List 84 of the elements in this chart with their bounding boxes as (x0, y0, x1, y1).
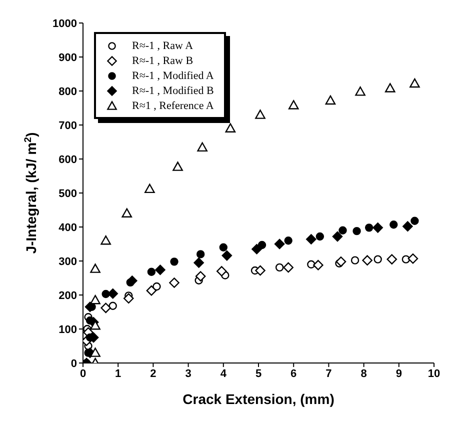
point (283, 262, 294, 273)
y-tick-label: 400 (58, 222, 77, 234)
point (255, 110, 266, 119)
x-tick-label: 8 (360, 368, 367, 380)
point (196, 250, 205, 258)
point (284, 236, 292, 245)
y-tick-label: 500 (58, 188, 77, 200)
point (90, 294, 100, 304)
x-axis-title: Crack Extension, (mm) (182, 391, 334, 407)
point (384, 83, 396, 92)
point (100, 235, 111, 245)
point (355, 86, 366, 96)
x-tick-label: 1 (115, 368, 122, 380)
point (126, 276, 138, 286)
point (288, 100, 299, 110)
point (122, 208, 132, 218)
point (219, 243, 228, 252)
y-tick-label: 900 (58, 52, 77, 64)
point (255, 265, 266, 276)
x-tick-label: 0 (80, 368, 86, 380)
x-tick-label: 3 (185, 368, 192, 380)
point (222, 250, 232, 261)
point (152, 282, 161, 291)
point (364, 224, 374, 232)
point (408, 253, 418, 264)
point (169, 278, 180, 288)
point (350, 256, 360, 264)
legend-label: R≈-1 , Raw B (132, 54, 194, 66)
point (195, 271, 206, 282)
point (362, 255, 372, 266)
point (307, 260, 316, 268)
point (410, 78, 420, 88)
point (146, 285, 157, 296)
point (252, 244, 262, 254)
legend-label: R≈-1 , Raw A (132, 40, 194, 52)
point (170, 258, 178, 266)
point (108, 288, 118, 299)
point (108, 302, 117, 310)
y-tick-label: 200 (58, 290, 77, 302)
point (216, 266, 227, 276)
point (197, 142, 208, 152)
point (313, 260, 324, 270)
point (155, 264, 166, 275)
y-tick-label: 300 (58, 256, 77, 268)
point (316, 232, 324, 241)
x-tick-label: 7 (326, 368, 332, 380)
legend-label: R≈1 , Reference A (132, 100, 214, 112)
legend-label: R≈-1 , Modified A (132, 70, 214, 82)
point (123, 293, 134, 304)
x-tick-label: 2 (150, 368, 156, 380)
point (410, 216, 419, 225)
x-tick-label: 6 (290, 368, 297, 380)
point (372, 222, 383, 233)
point (402, 221, 413, 232)
point (306, 234, 316, 244)
point (338, 226, 347, 234)
point (332, 231, 343, 242)
point (374, 255, 382, 264)
y-tick-label: 100 (58, 324, 77, 336)
point (90, 348, 100, 357)
legend-label: R≈-1 , Modified B (132, 84, 214, 96)
point (102, 290, 110, 298)
point (144, 184, 155, 194)
x-tick-label: 5 (255, 368, 262, 380)
point (325, 95, 336, 105)
point (390, 220, 398, 229)
x-tick-label: 10 (428, 368, 440, 380)
point (194, 258, 204, 268)
point (172, 162, 183, 171)
point (100, 302, 111, 314)
y-tick-label: 700 (58, 120, 77, 132)
point (274, 238, 285, 250)
x-tick-label: 4 (220, 368, 228, 380)
x-tick-label: 9 (396, 368, 402, 380)
point (147, 268, 156, 276)
y-tick-label: 0 (70, 358, 77, 370)
point (352, 226, 361, 236)
point (336, 256, 346, 267)
y-tick-label: 800 (58, 86, 77, 98)
y-tick-label: 1000 (52, 18, 77, 30)
y-tick-label: 600 (58, 154, 77, 166)
point (386, 254, 398, 264)
point (275, 263, 284, 272)
point (90, 264, 100, 273)
